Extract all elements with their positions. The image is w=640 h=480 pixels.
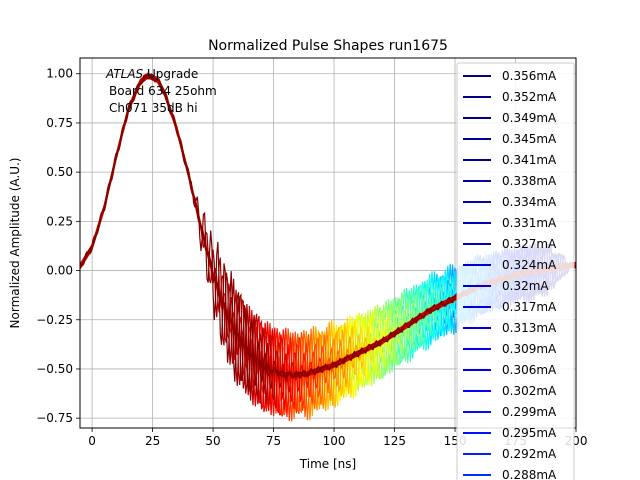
plot-frame xyxy=(79,57,577,429)
y-tick-label: 0.00 xyxy=(46,264,73,278)
x-tick-label: 50 xyxy=(205,434,220,448)
legend-label: 0.356mA xyxy=(502,69,557,83)
x-tick-label: 25 xyxy=(145,434,160,448)
legend-label: 0.313mA xyxy=(502,321,557,335)
legend-label: 0.292mA xyxy=(502,447,557,461)
legend-box xyxy=(456,62,575,480)
legend-label: 0.302mA xyxy=(502,384,557,398)
x-tick-label: 75 xyxy=(266,434,281,448)
y-tick-label: 1.00 xyxy=(46,67,73,81)
y-tick-label: −0.50 xyxy=(36,362,73,376)
y-tick-label: 0.50 xyxy=(46,165,73,179)
legend-label: 0.288mA xyxy=(502,468,557,480)
legend-label: 0.345mA xyxy=(502,132,557,146)
legend-label: 0.295mA xyxy=(502,426,557,440)
legend-label: 0.299mA xyxy=(502,405,557,419)
legend-label: 0.341mA xyxy=(502,153,557,167)
legend: 0.356mA 0.352mA 0.349mA 0.345mA 0.341mA 0.338… xyxy=(456,62,575,480)
legend-label: 0.309mA xyxy=(502,342,557,356)
x-tick-label: 125 xyxy=(383,434,406,448)
legend-label: 0.32mA xyxy=(502,279,549,293)
legend-label: 0.306mA xyxy=(502,363,557,377)
y-tick-label: 0.75 xyxy=(46,116,73,130)
y-tick-label: −0.25 xyxy=(36,313,73,327)
legend-label: 0.317mA xyxy=(502,300,557,314)
x-tick-label: 100 xyxy=(323,434,346,448)
legend-label: 0.324mA xyxy=(502,258,557,272)
legend-label: 0.327mA xyxy=(502,237,557,251)
atlas-annotation: ATLAS Upgrade Board 634 25ohm Ch071 35dB… xyxy=(105,67,217,115)
y-axis-label: Normalized Amplitude (A.U.) xyxy=(8,158,22,329)
annotation-line-3: Ch071 35dB hi xyxy=(109,101,198,115)
annotation-upgrade: Upgrade xyxy=(143,67,198,81)
legend-label: 0.331mA xyxy=(502,216,557,230)
x-tick-label: 0 xyxy=(88,434,96,448)
legend-label: 0.334mA xyxy=(502,195,557,209)
y-tick-label: 0.25 xyxy=(46,214,73,228)
annotation-line-1: ATLAS Upgrade xyxy=(105,67,198,81)
annotation-line-2: Board 634 25ohm xyxy=(109,84,217,98)
annotation-atlas: ATLAS xyxy=(105,67,144,81)
legend-label: 0.349mA xyxy=(502,111,557,125)
y-tick-label: −0.75 xyxy=(36,411,73,425)
x-axis-label: Time [ns] xyxy=(299,457,356,471)
legend-label: 0.338mA xyxy=(502,174,557,188)
legend-label: 0.352mA xyxy=(502,90,557,104)
chart-title: Normalized Pulse Shapes run1675 xyxy=(208,38,448,54)
